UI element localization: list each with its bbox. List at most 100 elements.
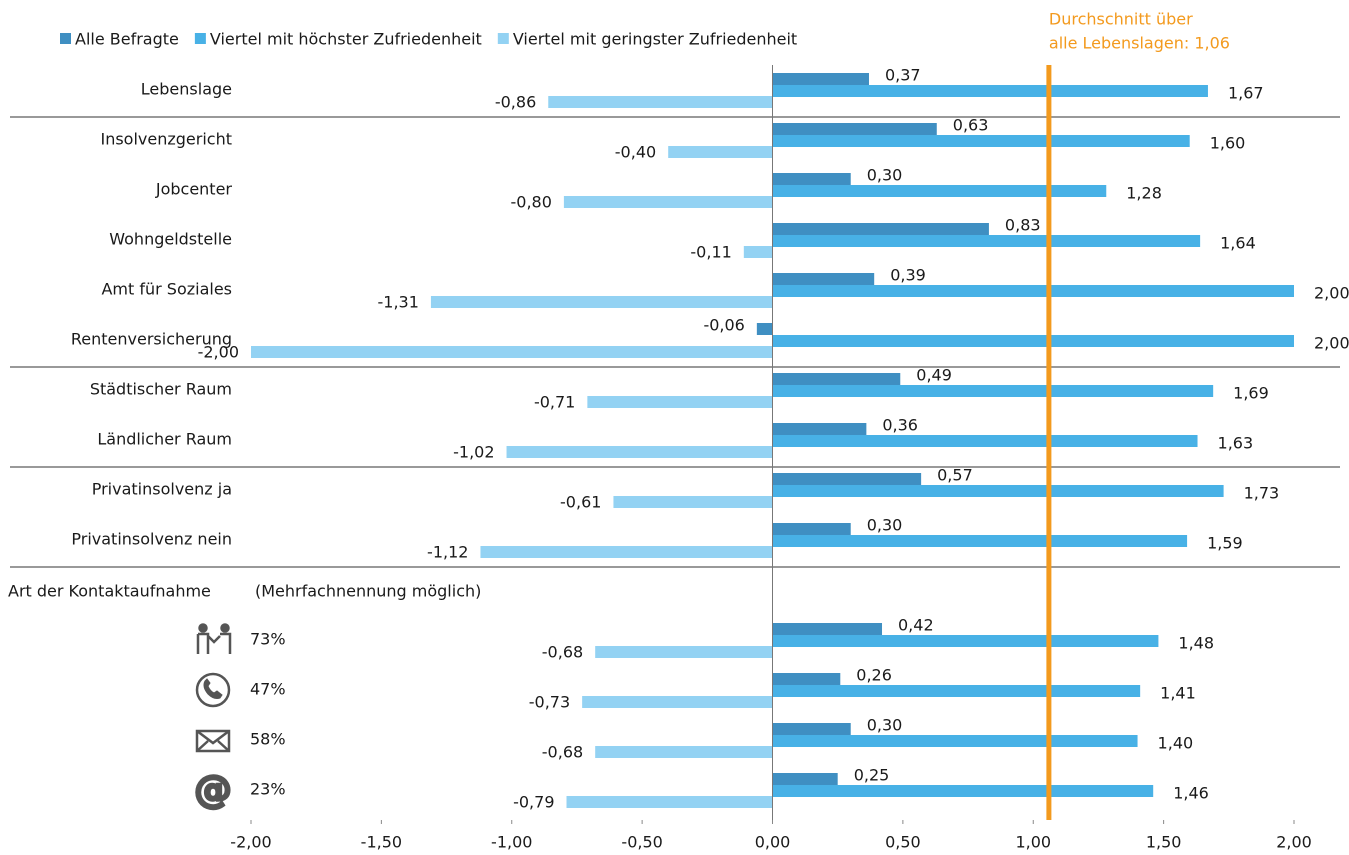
icon-mail [195, 729, 231, 753]
bar [430, 296, 773, 308]
bar [563, 196, 773, 208]
value-label: 1,28 [1126, 184, 1162, 203]
bar [772, 685, 1141, 697]
value-label: 0,30 [867, 166, 903, 185]
value-label: 2,00 [1314, 284, 1349, 303]
value-label: 1,69 [1233, 384, 1269, 403]
value-label: 1,60 [1210, 134, 1246, 153]
category-label: Insolvenzgericht [100, 130, 232, 149]
category-label: Lebenslage [141, 80, 232, 99]
at-sign: @ [194, 768, 232, 812]
bar [613, 496, 773, 508]
annotation: Art der Kontaktaufnahme [8, 582, 211, 601]
value-label: 1,48 [1178, 634, 1214, 653]
bar [756, 323, 773, 335]
bar [595, 746, 773, 758]
value-label: 0,30 [867, 716, 903, 735]
value-label: -1,02 [453, 443, 494, 462]
icon-phone [195, 672, 231, 708]
value-label: -0,86 [495, 93, 536, 112]
bar [772, 673, 841, 685]
value-label: 0,30 [867, 516, 903, 535]
bar [772, 485, 1224, 497]
value-label: -0,61 [560, 493, 601, 512]
value-label: 0,57 [937, 466, 973, 485]
category-label: Amt für Soziales [101, 280, 232, 299]
x-tick-label: 0,00 [755, 833, 791, 852]
value-label: -0,40 [615, 143, 656, 162]
bar [668, 146, 773, 158]
value-label: 1,67 [1228, 84, 1264, 103]
bar [772, 173, 851, 185]
legend-swatch [497, 33, 509, 44]
bar [772, 535, 1188, 547]
category-label: 23% [250, 780, 286, 799]
value-label: 0,49 [916, 366, 952, 385]
value-label: 1,40 [1158, 734, 1194, 753]
bar [566, 796, 773, 808]
bar [772, 273, 875, 285]
value-label: 2,00 [1314, 334, 1349, 353]
value-label: 0,25 [854, 766, 890, 785]
legend-swatch [194, 33, 206, 44]
value-label: -0,68 [542, 743, 583, 762]
value-label: 1,73 [1244, 484, 1280, 503]
bar [251, 346, 773, 358]
bar [772, 223, 989, 235]
bar [772, 135, 1190, 147]
bar [772, 435, 1198, 447]
bar [480, 546, 773, 558]
bar [772, 185, 1107, 197]
value-label: 0,39 [890, 266, 926, 285]
value-label: 0,37 [885, 66, 921, 85]
value-label: -0,68 [542, 643, 583, 662]
bar [772, 785, 1154, 797]
x-tick-label: -1,50 [361, 833, 402, 852]
separators [10, 116, 1340, 568]
bar [772, 335, 1294, 347]
value-label: 0,63 [953, 116, 989, 135]
value-label: 0,26 [856, 666, 892, 685]
value-label: -0,11 [690, 243, 731, 262]
bar [772, 523, 851, 535]
x-tick-label: -1,00 [491, 833, 532, 852]
value-label: 1,41 [1160, 684, 1196, 703]
bar [772, 623, 883, 635]
category-label: Rentenversicherung [71, 330, 232, 349]
legend-label: Alle Befragte [75, 30, 179, 49]
bar [772, 123, 937, 135]
legend-label: Viertel mit geringster Zufriedenheit [513, 30, 797, 49]
category-label: Städtischer Raum [90, 380, 232, 399]
bar [772, 473, 922, 485]
bar [772, 423, 867, 435]
bar [548, 96, 773, 108]
value-label: 0,42 [898, 616, 934, 635]
value-label: 1,59 [1207, 534, 1243, 553]
x-tick-label: 1,00 [1015, 833, 1051, 852]
bar [595, 646, 773, 658]
category-label: 73% [250, 630, 286, 649]
x-tick-label: 1,50 [1146, 833, 1182, 852]
bar [772, 773, 838, 785]
bar [506, 446, 773, 458]
reference-label: Durchschnitt über [1049, 10, 1193, 29]
x-tick-label: -2,00 [230, 833, 271, 852]
x-tick-label: 2,00 [1276, 833, 1312, 852]
reference-label: alle Lebenslagen: 1,06 [1049, 34, 1230, 53]
bar [743, 246, 773, 258]
bar [772, 73, 869, 85]
value-label: 0,36 [882, 416, 918, 435]
bar [772, 385, 1214, 397]
value-label: 1,64 [1220, 234, 1256, 253]
legend-label: Viertel mit höchster Zufriedenheit [210, 30, 482, 49]
category-label: Ländlicher Raum [97, 430, 232, 449]
icon-person [196, 623, 232, 654]
icon-at: @ [193, 766, 234, 813]
bar [772, 723, 851, 735]
bar [772, 285, 1294, 297]
value-label: -0,79 [513, 793, 554, 812]
legend-swatch [60, 33, 71, 44]
category-label: 58% [250, 730, 286, 749]
bar [582, 696, 773, 708]
